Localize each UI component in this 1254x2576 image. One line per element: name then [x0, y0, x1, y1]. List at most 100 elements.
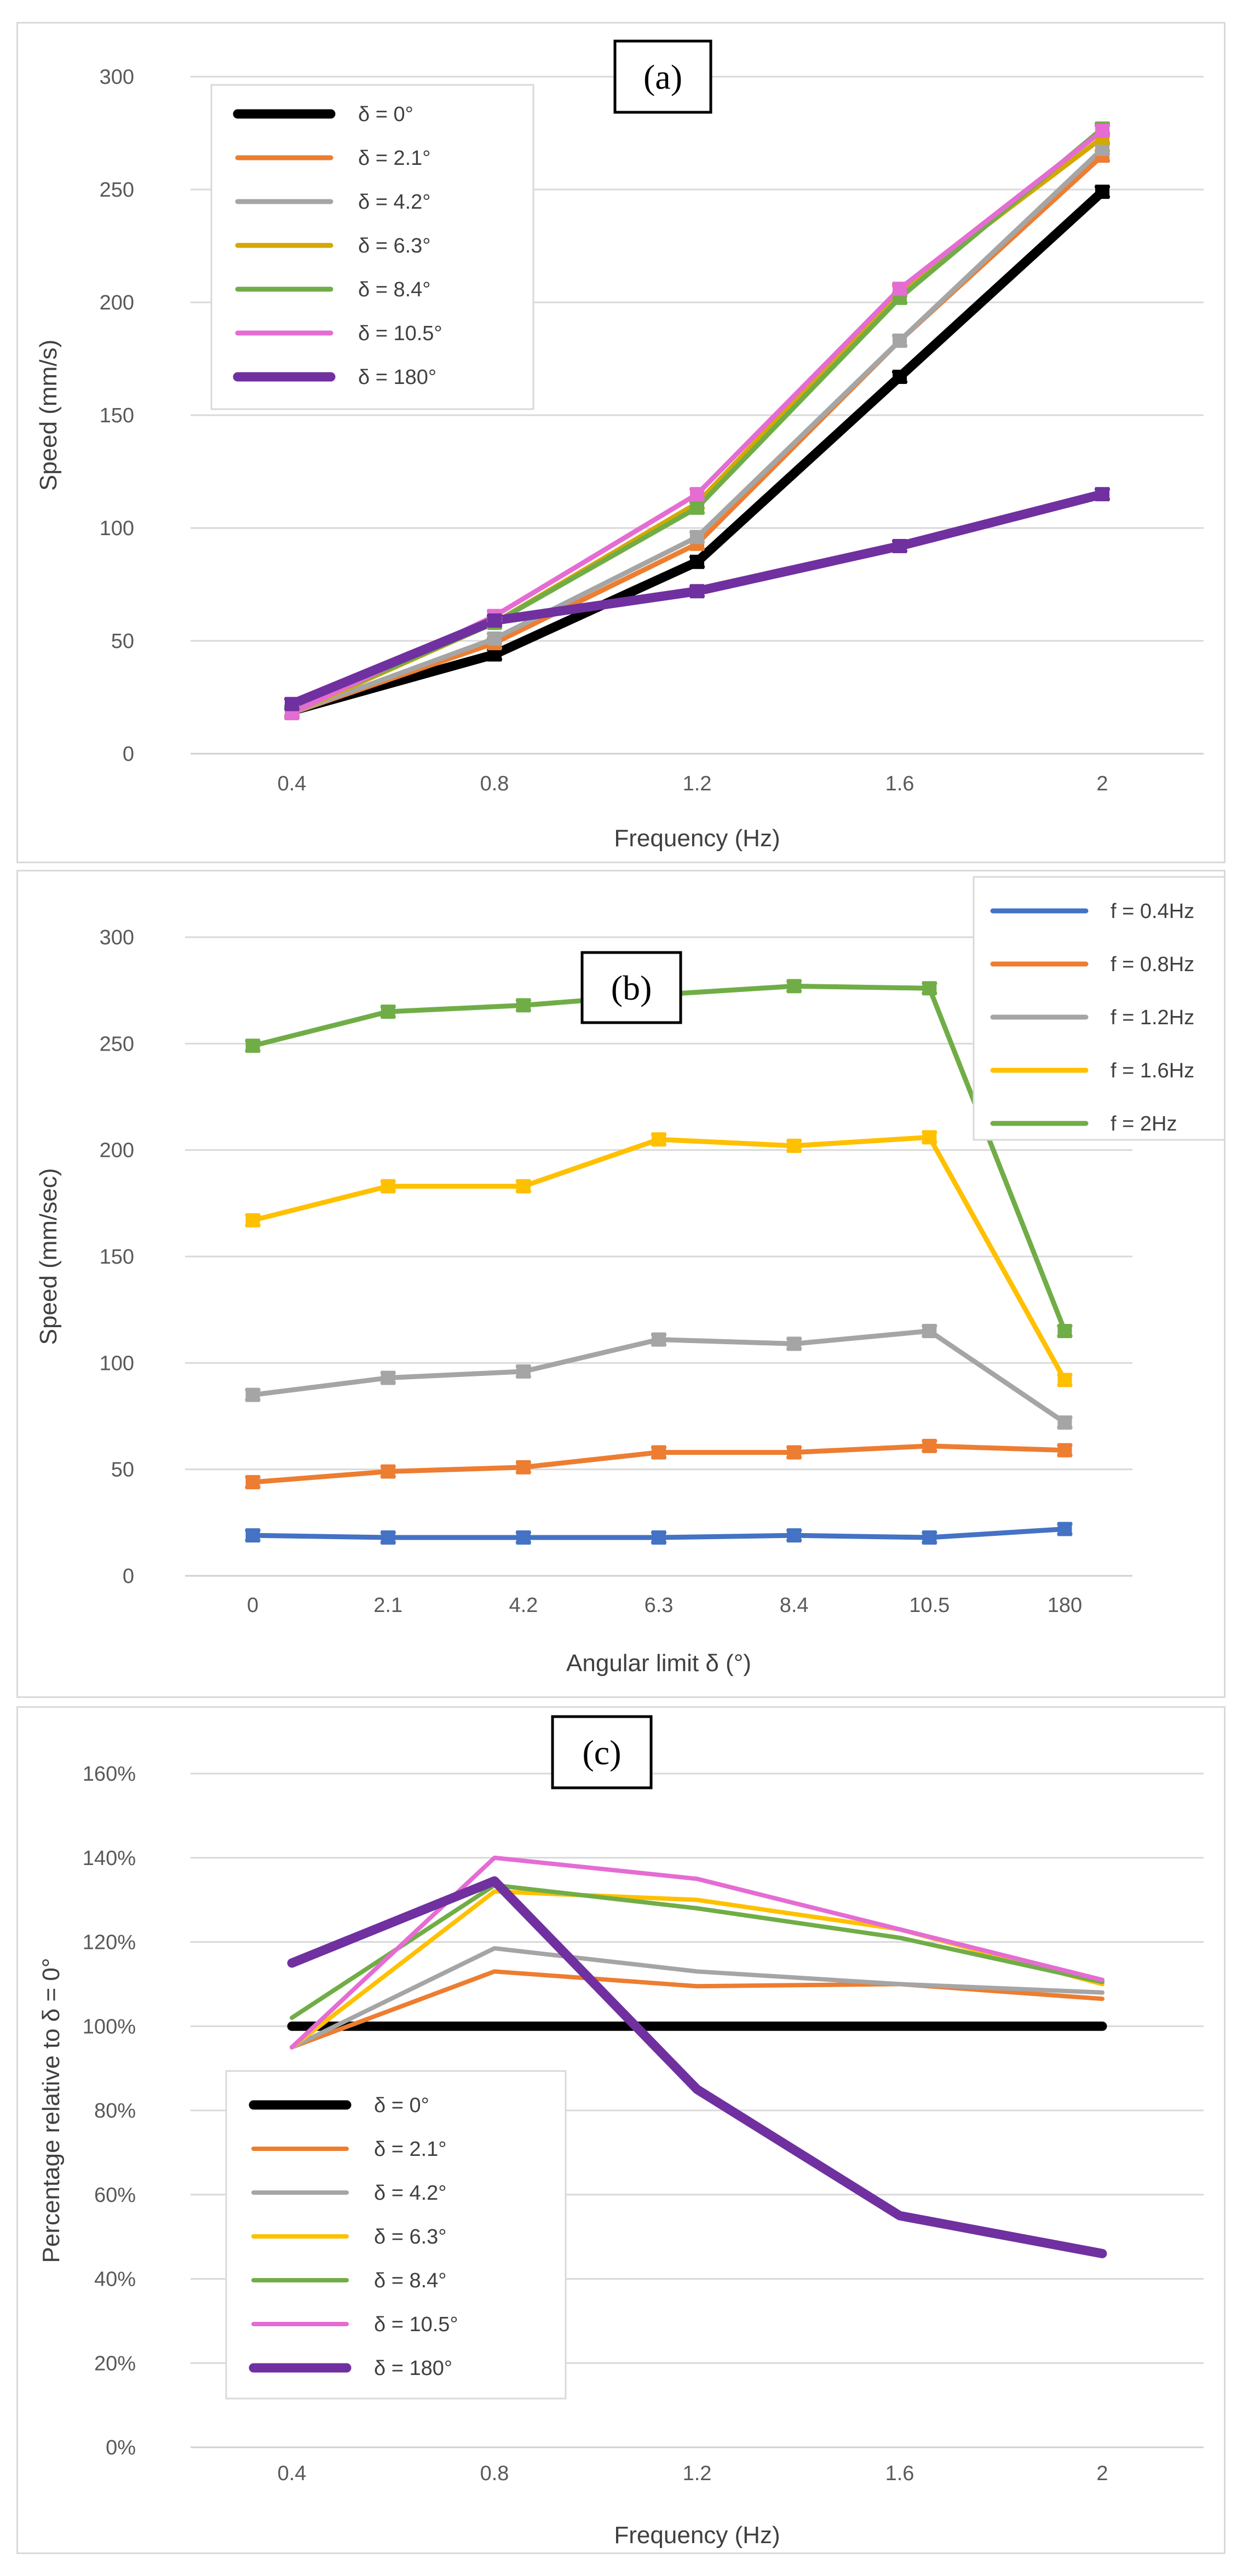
panel-label-box — [551, 1715, 653, 1789]
panel-label: (c) — [582, 1733, 621, 1772]
y-tick-label: 120% — [83, 1931, 136, 1954]
legend-label: δ = 0° — [374, 2094, 429, 2117]
legend-box — [973, 876, 1224, 1141]
legend-label: f = 1.2Hz — [1111, 1006, 1194, 1029]
data-point — [516, 1530, 531, 1545]
chart-panel-a: 0 50 100 150 200 250 300 0.4 0.8 1.2 1.6 2 Frequency… — [16, 22, 1226, 863]
data-point — [1057, 1415, 1072, 1430]
data-point — [922, 1130, 937, 1145]
legend-label: δ = 6.3° — [358, 234, 430, 257]
y-tick-label: 100 — [100, 517, 134, 540]
x-tick-label: 0.8 — [480, 772, 509, 795]
legend-label: f = 0.4Hz — [1111, 900, 1194, 923]
y-tick-label: 250 — [100, 1032, 134, 1055]
chart-c-plot: 0% 20% 40% 60% 80% 100% 120% 140% 160% 0.4 0.8 1.2 1… — [38, 1715, 1204, 2549]
x-tick-label: 2 — [1096, 772, 1108, 795]
data-point — [487, 613, 502, 628]
series-line — [287, 1876, 1107, 2258]
legend-label: δ = 8.4° — [358, 278, 430, 301]
y-tick-label: 100% — [83, 2015, 136, 2038]
data-point — [381, 1005, 395, 1019]
x-tick-label: 0.8 — [480, 2462, 509, 2485]
data-point — [652, 1332, 666, 1347]
data-point — [690, 554, 704, 569]
data-point — [1057, 1443, 1072, 1458]
data-point — [245, 1213, 260, 1227]
x-tick-label: 0.4 — [278, 772, 307, 795]
x-tick-label: 6.3 — [645, 1594, 674, 1617]
y-tick-label: 140% — [83, 1847, 136, 1870]
data-point — [893, 282, 907, 296]
y-tick-label: 250 — [100, 179, 134, 202]
chart-a-plot: 0 50 100 150 200 250 300 0.4 0.8 1.2 1.6 2 Frequency… — [35, 39, 1204, 852]
data-point — [381, 1179, 395, 1194]
data-point — [516, 1364, 531, 1379]
data-point — [893, 369, 907, 384]
y-tick-label: 0 — [123, 1565, 134, 1588]
data-point — [487, 631, 502, 646]
legend-label: δ = 6.3° — [374, 2225, 446, 2248]
y-axis-title: Percentage relative to δ = 0° — [38, 1958, 65, 2263]
series-line — [290, 1946, 1105, 2050]
data-point — [787, 1528, 802, 1543]
x-tick-label: 2.1 — [373, 1594, 402, 1617]
data-point — [922, 1438, 937, 1453]
y-tick-label: 200 — [100, 291, 134, 314]
data-point — [1057, 1373, 1072, 1387]
y-tick-label: 0 — [123, 743, 134, 766]
data-point — [1095, 487, 1109, 502]
data-point — [652, 1530, 666, 1545]
x-tick-label: 2 — [1096, 2462, 1108, 2485]
y-tick-label: 60% — [94, 2184, 136, 2207]
x-tick-label: 4.2 — [509, 1594, 538, 1617]
data-point — [922, 1324, 937, 1339]
chart-panel-b: 0 50 100 150 200 250 300 0 2.1 4.2 6.3 8.4 10.5 180 An… — [16, 870, 1226, 1698]
data-point — [245, 1528, 260, 1543]
y-axis-title: Speed (mm/s) — [35, 340, 62, 491]
x-axis-title: Angular limit δ (°) — [566, 1650, 751, 1677]
data-point — [1095, 123, 1109, 138]
data-point — [245, 1475, 260, 1489]
legend-label: δ = 2.1° — [358, 147, 430, 170]
y-tick-label: 0% — [106, 2436, 136, 2459]
legend-label: f = 0.8Hz — [1111, 953, 1194, 976]
x-tick-label: 1.6 — [885, 772, 914, 795]
data-point — [922, 981, 937, 996]
legend-label: f = 1.6Hz — [1111, 1059, 1194, 1082]
data-point — [690, 530, 704, 544]
data-point — [516, 1460, 531, 1475]
x-tick-label: 0.4 — [278, 2462, 307, 2485]
legend-label: δ = 180° — [374, 2357, 452, 2380]
series-line — [290, 1969, 1105, 2050]
chart-panel-c: 0% 20% 40% 60% 80% 100% 120% 140% 160% 0.4 0.8 1.2 1… — [16, 1706, 1226, 2554]
y-tick-label: 40% — [94, 2268, 136, 2291]
data-point — [787, 1445, 802, 1460]
y-tick-label: 50 — [111, 630, 134, 653]
panel-label-box — [613, 39, 712, 114]
y-axis-title: Speed (mm/sec) — [35, 1168, 62, 1345]
y-tick-label: 200 — [100, 1139, 134, 1162]
chart-b-plot: 0 50 100 150 200 250 300 0 2.1 4.2 6.3 8.4 10.5 180 An… — [35, 876, 1224, 1677]
legend-label: δ = 10.5° — [358, 322, 442, 345]
legend-label: δ = 4.2° — [374, 2182, 446, 2205]
data-point — [690, 500, 704, 515]
data-point — [1057, 1522, 1072, 1536]
data-point — [381, 1370, 395, 1385]
legend-label: δ = 4.2° — [358, 191, 430, 214]
data-point — [245, 1039, 260, 1053]
data-point — [516, 998, 531, 1013]
data-point — [652, 1132, 666, 1147]
data-point — [893, 538, 907, 553]
y-tick-label: 160% — [83, 1763, 136, 1786]
data-point — [245, 1387, 260, 1402]
x-tick-label: 10.5 — [909, 1594, 950, 1617]
y-tick-label: 300 — [100, 926, 134, 949]
x-tick-label: 180 — [1048, 1594, 1082, 1617]
x-tick-label: 1.6 — [885, 2462, 914, 2485]
x-tick-label: 0 — [247, 1594, 258, 1617]
data-point — [381, 1530, 395, 1545]
y-tick-label: 300 — [100, 66, 134, 89]
data-point — [516, 1179, 531, 1194]
x-axis-title: Frequency (Hz) — [614, 2522, 780, 2549]
x-axis-title: Frequency (Hz) — [614, 825, 780, 852]
